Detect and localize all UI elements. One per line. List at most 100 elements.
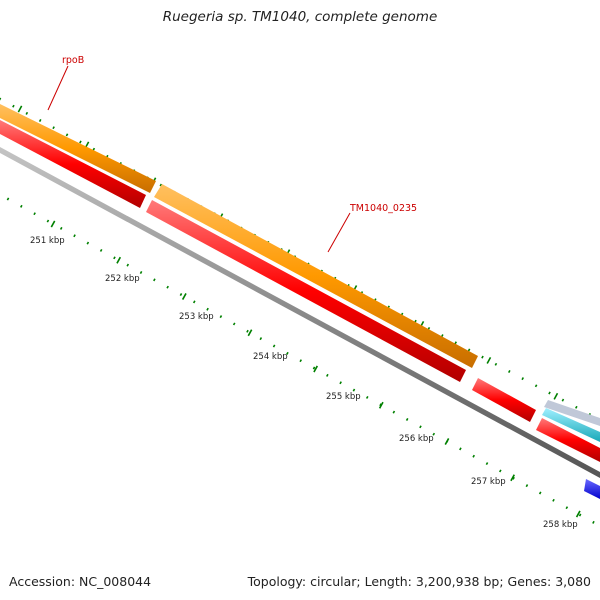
- minor-tick: [312, 366, 316, 370]
- minor-tick: [65, 133, 69, 137]
- minor-tick: [552, 498, 555, 502]
- minor-tick: [561, 398, 565, 402]
- minor-tick: [467, 348, 471, 352]
- rna-feature-cyan[interactable]: [542, 408, 600, 442]
- major-tick: [486, 356, 492, 364]
- minor-tick: [0, 97, 2, 101]
- minor-tick: [259, 337, 263, 341]
- minor-tick: [525, 484, 529, 488]
- minor-tick: [232, 322, 236, 326]
- minor-tick: [246, 329, 249, 333]
- minor-tick: [38, 119, 42, 122]
- major-tick: [510, 474, 515, 482]
- kbp-label: 256 kbp: [399, 434, 434, 444]
- kbp-label: 255 kbp: [326, 392, 361, 402]
- minor-tick: [52, 126, 55, 130]
- gene-red-3[interactable]: [472, 378, 536, 422]
- minor-tick: [99, 248, 103, 252]
- minor-tick: [472, 454, 475, 458]
- minor-tick: [592, 520, 595, 524]
- minor-tick: [548, 391, 551, 395]
- major-tick: [313, 365, 319, 373]
- major-tick: [553, 392, 559, 400]
- minor-tick: [507, 369, 511, 373]
- minor-tick: [79, 140, 82, 144]
- minor-tick: [59, 226, 63, 230]
- gene-label-rpob[interactable]: rpoB: [62, 55, 84, 66]
- gene-red-4[interactable]: [536, 418, 600, 462]
- minor-tick: [498, 469, 502, 473]
- minor-tick: [459, 447, 462, 451]
- minor-tick: [339, 381, 342, 385]
- minor-tick: [73, 234, 76, 238]
- major-tick: [247, 329, 253, 337]
- minor-tick: [454, 341, 457, 345]
- gene-tm1040-0235-orange[interactable]: [154, 184, 478, 368]
- gene-tm1040-0235-red[interactable]: [146, 200, 466, 382]
- minor-tick: [578, 513, 582, 517]
- minor-tick: [219, 315, 223, 319]
- gene-label-tm1040-0235[interactable]: TM1040_0235: [349, 203, 417, 214]
- minor-tick: [166, 285, 169, 289]
- gene-blue[interactable]: [584, 479, 600, 499]
- kbp-label: 252 kbp: [105, 274, 140, 284]
- minor-tick: [494, 362, 498, 366]
- major-tick: [50, 220, 56, 228]
- minor-tick: [272, 344, 276, 348]
- minor-tick: [538, 491, 542, 495]
- major-tick: [17, 105, 23, 113]
- major-tick: [378, 401, 384, 409]
- minor-tick: [153, 278, 156, 282]
- minor-tick: [192, 300, 196, 304]
- minor-tick: [379, 403, 382, 407]
- gene-rpob-red[interactable]: [0, 120, 146, 208]
- minor-tick: [286, 351, 289, 355]
- minor-tick: [92, 147, 96, 151]
- minor-tick: [139, 271, 143, 274]
- tm1040-0235-leader-line: [327, 212, 351, 253]
- minor-tick: [126, 263, 130, 267]
- gene-rpob-orange[interactable]: [0, 104, 156, 193]
- minor-tick: [179, 293, 183, 297]
- minor-tick: [206, 307, 209, 311]
- topology-summary-text: Topology: circular; Length: 3,200,938 bp…: [247, 574, 591, 589]
- kbp-label: 251 kbp: [30, 236, 65, 246]
- rna-feature-light[interactable]: [544, 400, 600, 426]
- minor-tick: [432, 432, 436, 436]
- minor-tick: [481, 355, 484, 359]
- minor-tick: [365, 395, 369, 399]
- genome-backbone: [0, 147, 600, 478]
- major-tick: [444, 438, 450, 445]
- major-tick: [575, 510, 581, 518]
- kbp-label: 254 kbp: [253, 352, 288, 362]
- minor-tick: [534, 384, 538, 388]
- minor-tick: [326, 373, 329, 377]
- minor-tick: [485, 462, 489, 466]
- minor-tick: [113, 256, 116, 260]
- minor-tick: [419, 425, 422, 429]
- minor-tick: [46, 219, 50, 223]
- rpob-leader-line: [47, 65, 69, 111]
- minor-tick: [405, 417, 409, 421]
- major-tick: [181, 293, 187, 300]
- minor-tick: [352, 388, 356, 392]
- minor-tick: [159, 183, 163, 187]
- minor-tick: [521, 377, 524, 381]
- minor-tick: [6, 197, 10, 201]
- minor-tick: [12, 104, 15, 108]
- minor-tick: [86, 241, 90, 245]
- minor-tick: [565, 506, 569, 510]
- major-tick: [116, 256, 122, 264]
- minor-tick: [575, 405, 578, 409]
- map-title: Ruegeria sp. TM1040, complete genome: [162, 9, 438, 25]
- minor-tick: [512, 476, 515, 480]
- accession-text: Accession: NC_008044: [9, 574, 152, 589]
- minor-tick: [25, 111, 29, 115]
- minor-tick: [299, 359, 303, 363]
- kbp-label: 258 kbp: [543, 520, 578, 530]
- minor-tick: [20, 204, 23, 208]
- minor-tick: [33, 212, 36, 216]
- kbp-label: 257 kbp: [471, 477, 506, 487]
- minor-tick: [392, 410, 396, 414]
